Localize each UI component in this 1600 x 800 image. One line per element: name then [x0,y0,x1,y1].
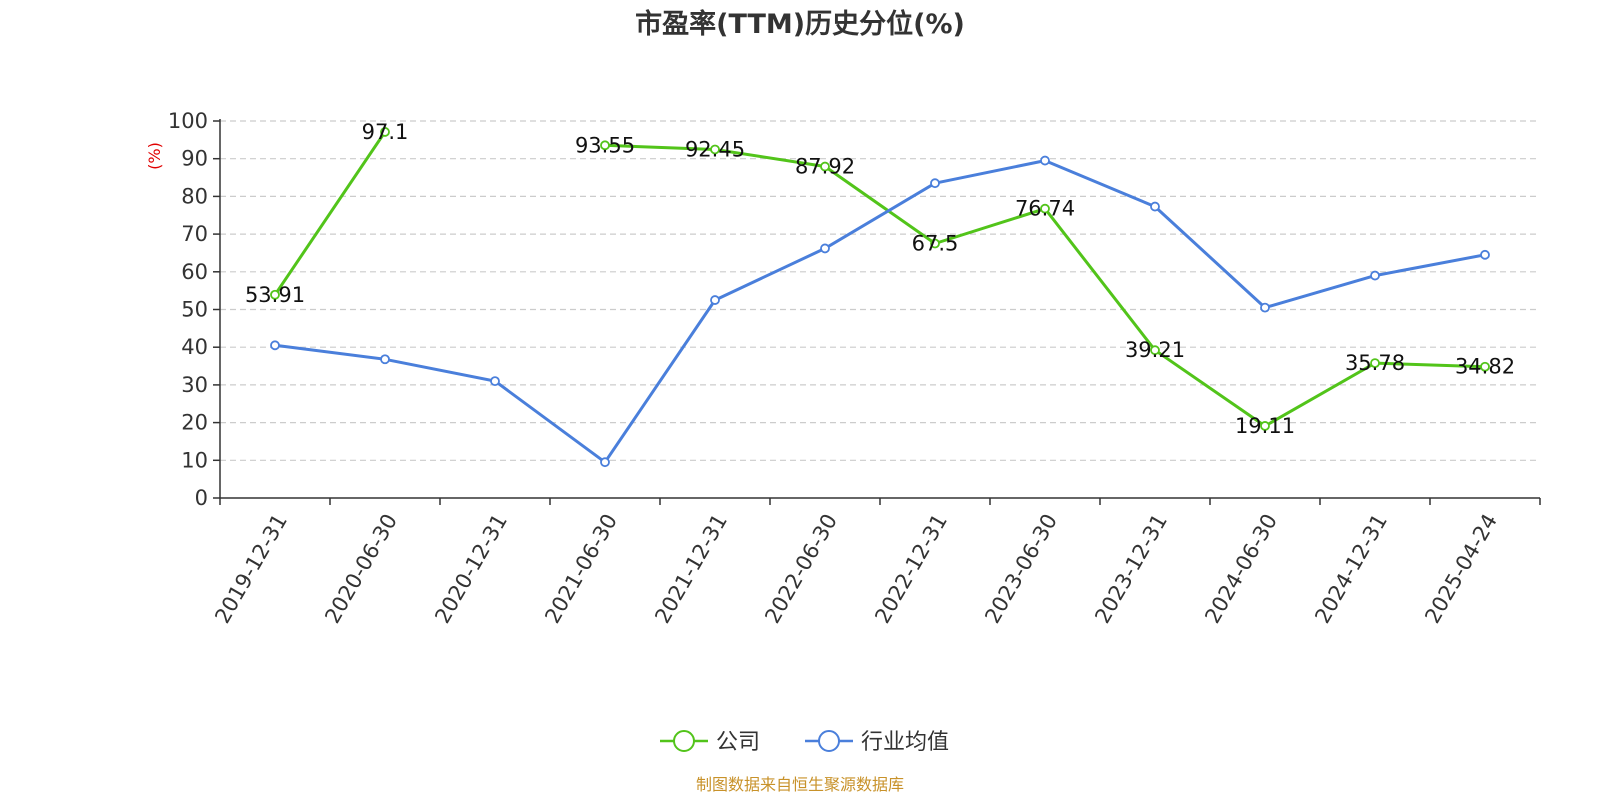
y-tick-label: 20 [181,411,208,435]
data-label: 19.11 [1235,414,1295,438]
data-point[interactable] [1150,345,1160,356]
data-point[interactable] [490,376,500,387]
data-label: 39.21 [1125,338,1185,362]
y-tick-label: 90 [181,147,208,171]
y-tick-label: 30 [181,373,208,397]
series-layer [270,127,1490,468]
data-label: 53.91 [245,283,305,307]
y-axis-label: (%) [145,142,164,170]
data-label-layer: 53.91 97.1 93.55 92.45 87.92 67.5 76.74 39.21 19… [245,120,1515,438]
y-tick-label: 50 [181,298,208,322]
series-line-0 [273,131,1486,428]
series-line-1 [274,159,1486,464]
data-label: 76.74 [1015,197,1075,221]
x-tick-label: 2021-06-30 [540,510,622,628]
data-point[interactable] [710,295,720,305]
x-tick-label: 2023-12-31 [1090,510,1172,628]
data-point[interactable] [1480,249,1490,260]
x-tick-label: 2019-12-31 [210,510,292,628]
x-tick-label: 2024-12-31 [1310,510,1392,628]
y-tick-label: 0 [195,486,208,510]
x-tick-label: 2022-06-30 [760,510,842,628]
legend-label: 行业均值 [861,730,949,755]
data-point[interactable] [1370,270,1380,281]
grid-layer [220,120,1540,461]
y-tick-label: 80 [181,184,208,208]
data-point[interactable] [1040,155,1050,166]
data-label: 92.45 [685,137,745,161]
legend-marker-swatch [673,730,695,752]
data-point[interactable] [820,243,830,254]
x-tick-label: 2021-12-31 [650,510,732,628]
data-point[interactable] [1370,358,1380,369]
data-point[interactable] [710,144,720,155]
x-tick-label: 2020-12-31 [430,510,512,628]
legend-item-0[interactable]: 公司 [660,730,760,755]
y-tick-label: 70 [181,222,208,246]
data-point[interactable] [1260,302,1270,313]
data-point[interactable] [1480,361,1490,372]
data-point[interactable] [270,289,280,300]
y-tick-label: 40 [181,335,208,359]
x-tick-label: 2022-12-31 [870,510,952,628]
data-label: 67.5 [912,232,959,256]
data-point[interactable] [930,178,940,189]
x-tick-label: 2024-06-30 [1200,510,1282,628]
x-tick-label: 2020-06-30 [320,510,402,628]
y-tick-label: 10 [181,448,208,472]
x-tick-label: 2023-06-30 [980,510,1062,628]
data-point[interactable] [1150,201,1160,212]
data-label: 97.1 [362,120,409,144]
data-point[interactable] [270,340,280,351]
x-tick-label: 2025-04-24 [1420,510,1502,628]
data-label: 35.78 [1345,351,1405,375]
source-note: 制图数据来自恒生聚源数据库 [696,775,904,794]
data-point[interactable] [1260,421,1270,431]
data-point[interactable] [600,140,610,151]
legend-item-1[interactable]: 行业均值 [805,730,949,755]
legend-label: 公司 [716,730,760,755]
data-point[interactable] [380,127,390,137]
data-label: 87.92 [795,155,855,179]
legend-marker-swatch [818,730,840,752]
data-point[interactable] [380,354,390,365]
data-point[interactable] [600,457,610,468]
y-tick-label: 100 [168,109,208,133]
data-label: 34.82 [1455,355,1515,379]
data-point[interactable] [820,161,830,172]
data-point[interactable] [930,238,940,249]
y-tick-label: 60 [181,260,208,284]
chart-title: 市盈率(TTM)历史分位(%) [635,8,965,40]
data-point[interactable] [1040,203,1050,214]
data-label: 93.55 [575,133,635,157]
legend[interactable]: 公司 行业均值 [660,730,949,755]
